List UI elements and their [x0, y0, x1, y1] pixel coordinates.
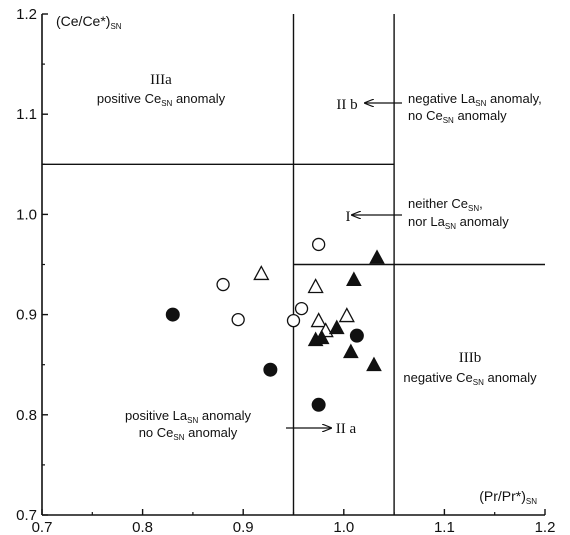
point-filled-triangle — [313, 329, 330, 345]
y-tick-label: 0.7 — [16, 507, 37, 524]
zone-desc-IIIb: negative CeSN anomaly — [403, 370, 537, 387]
zone-desc-IIa-2: no CeSN anomaly — [139, 425, 238, 442]
zone-boundaries — [42, 14, 545, 515]
x-tick-label: 0.7 — [32, 519, 53, 535]
x-axis-title: (Pr/Pr*)SN — [479, 488, 537, 506]
zone-annotations: IIIa positive CeSN anomaly II b negative La… — [97, 72, 542, 442]
zone-label-IIb: II b — [336, 97, 357, 113]
zone-desc-IIIa: positive CeSN anomaly — [97, 91, 226, 108]
zone-label-IIa: II a — [336, 421, 357, 437]
point-filled-circle — [263, 362, 278, 377]
x-tick-label: 1.1 — [434, 519, 455, 535]
point-filled-triangle — [369, 249, 385, 264]
y-tick-label: 1.2 — [16, 6, 37, 23]
x-tick-label: 0.9 — [233, 519, 254, 535]
zone-desc-IIb-2: no CeSN anomaly — [408, 108, 507, 125]
y-tick-label: 1.1 — [16, 106, 37, 123]
zone-label-I: I — [346, 209, 351, 225]
zone-desc-I-1: neither CeSN, — [408, 196, 483, 213]
point-open-circle — [294, 301, 309, 316]
point-open-circle — [216, 277, 230, 292]
point-filled-triangle — [343, 343, 359, 359]
point-filled-triangle — [346, 271, 362, 286]
point-open-circle — [231, 312, 245, 327]
y-tick-label: 0.9 — [16, 307, 37, 324]
zone-desc-IIb-1: negative LaSN anomaly, — [408, 91, 542, 108]
data-points — [165, 237, 385, 412]
x-tick-label: 0.8 — [132, 519, 153, 535]
point-filled-triangle — [328, 319, 345, 335]
x-tick-label: 1.0 — [333, 519, 354, 535]
point-open-circle — [311, 237, 326, 252]
x-tick-label: 1.2 — [535, 519, 556, 535]
y-tick-label: 0.8 — [16, 407, 37, 424]
point-filled-triangle — [366, 356, 382, 372]
zone-label-IIIa: IIIa — [150, 72, 172, 88]
point-open-triangle — [253, 265, 270, 281]
zone-desc-I-2: nor LaSN anomaly — [408, 214, 509, 231]
zone-label-IIIb: IIIb — [459, 350, 482, 366]
y-axis-title: (Ce/Ce*)SN — [56, 13, 122, 31]
point-filled-circle — [165, 307, 180, 322]
point-open-triangle — [338, 307, 355, 323]
y-tick-label: 1.0 — [16, 206, 37, 223]
point-filled-circle — [349, 328, 364, 343]
point-open-circle — [286, 313, 301, 328]
zone-desc-IIa-1: positive LaSN anomaly — [125, 408, 252, 425]
point-open-triangle — [310, 312, 327, 328]
point-open-triangle — [307, 278, 324, 294]
point-filled-circle — [311, 397, 326, 412]
axis-ticks: 0.7 0.8 0.9 1.0 1.1 1.2 0.7 0.8 0.9 1.0 1.1 1.2 (Ce/… — [16, 6, 555, 535]
